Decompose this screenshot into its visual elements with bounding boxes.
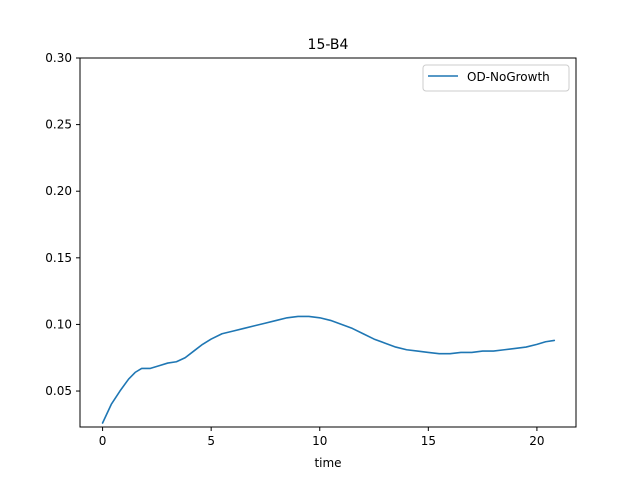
axes-background [80,58,576,427]
y-tick-label: 0.30 [45,51,72,65]
y-tick-label: 0.15 [45,251,72,265]
x-tick-label: 0 [99,434,107,448]
plot-area [80,58,576,427]
y-axis-ticks: 0.05 0.10 0.15 0.20 0.25 0.30 [45,51,80,398]
x-tick-label: 20 [529,434,544,448]
x-axis-label: time [314,456,341,470]
legend-box [422,64,570,92]
y-tick-label: 0.10 [45,317,72,331]
x-axis-ticks: 0 5 10 15 20 [99,427,545,448]
y-tick-label: 0.25 [45,118,72,132]
legend-label: OD-NoGrowth [467,70,550,84]
series-line-od-nogrowth [101,315,556,424]
x-tick-label: 5 [207,434,215,448]
y-tick-label: 0.20 [45,184,72,198]
legend: OD-NoGrowth [422,64,570,92]
axes-frame [79,57,577,428]
chart-title: 15-B4 [308,37,349,53]
series-layer [101,315,556,424]
x-tick-label: 15 [421,434,436,448]
y-tick-label: 0.05 [45,384,72,398]
x-tick-label: 10 [312,434,327,448]
